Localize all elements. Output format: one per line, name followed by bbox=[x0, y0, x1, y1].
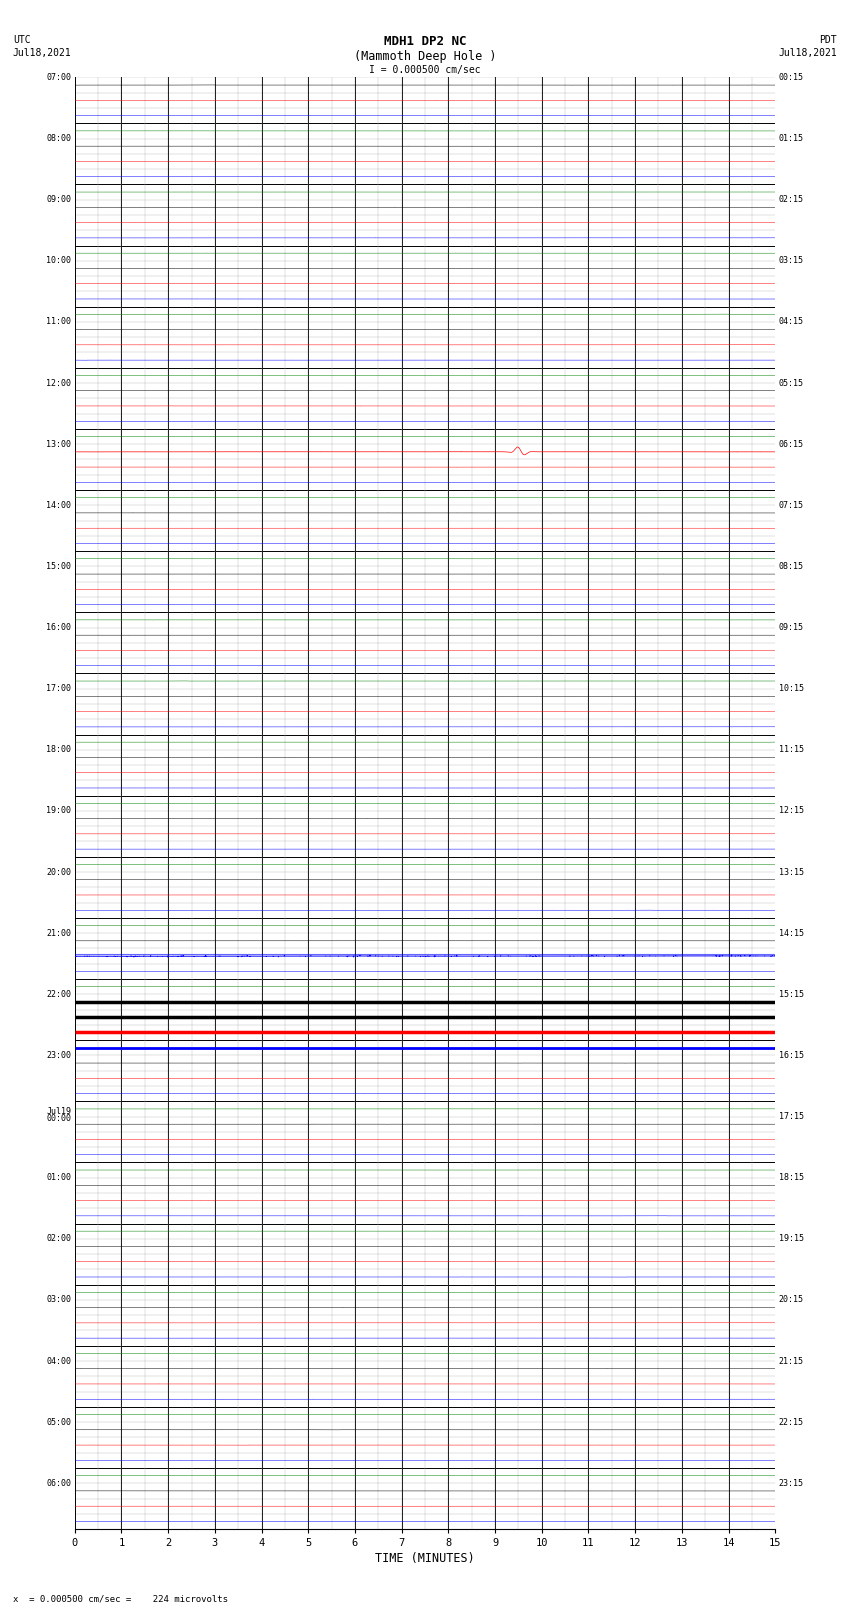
Text: x  = 0.000500 cm/sec =    224 microvolts: x = 0.000500 cm/sec = 224 microvolts bbox=[13, 1594, 228, 1603]
Text: 18:15: 18:15 bbox=[779, 1173, 804, 1182]
Text: 09:15: 09:15 bbox=[779, 623, 804, 632]
Text: 05:15: 05:15 bbox=[779, 379, 804, 387]
Text: 08:00: 08:00 bbox=[46, 134, 71, 144]
Text: Jul18,2021: Jul18,2021 bbox=[13, 48, 71, 58]
Text: 05:00: 05:00 bbox=[46, 1418, 71, 1426]
Text: 18:00: 18:00 bbox=[46, 745, 71, 755]
Text: 15:15: 15:15 bbox=[779, 990, 804, 998]
Text: 03:00: 03:00 bbox=[46, 1295, 71, 1305]
Text: 12:00: 12:00 bbox=[46, 379, 71, 387]
Text: 00:15: 00:15 bbox=[779, 73, 804, 82]
Text: 04:15: 04:15 bbox=[779, 318, 804, 326]
Text: 19:15: 19:15 bbox=[779, 1234, 804, 1244]
Text: 02:15: 02:15 bbox=[779, 195, 804, 205]
Text: 06:15: 06:15 bbox=[779, 440, 804, 448]
Text: 07:00: 07:00 bbox=[46, 73, 71, 82]
Text: 04:00: 04:00 bbox=[46, 1357, 71, 1366]
Text: Jul19: Jul19 bbox=[46, 1108, 71, 1116]
Text: 20:00: 20:00 bbox=[46, 868, 71, 876]
Text: 11:15: 11:15 bbox=[779, 745, 804, 755]
Text: 21:00: 21:00 bbox=[46, 929, 71, 937]
Text: 06:00: 06:00 bbox=[46, 1479, 71, 1487]
Text: 12:15: 12:15 bbox=[779, 806, 804, 816]
Text: 13:15: 13:15 bbox=[779, 868, 804, 876]
Text: 17:00: 17:00 bbox=[46, 684, 71, 694]
Text: MDH1 DP2 NC: MDH1 DP2 NC bbox=[383, 35, 467, 48]
Text: PDT: PDT bbox=[819, 35, 837, 45]
Text: 20:15: 20:15 bbox=[779, 1295, 804, 1305]
Text: 23:00: 23:00 bbox=[46, 1052, 71, 1060]
Text: 13:00: 13:00 bbox=[46, 440, 71, 448]
Text: 10:15: 10:15 bbox=[779, 684, 804, 694]
Text: 01:00: 01:00 bbox=[46, 1173, 71, 1182]
Text: 11:00: 11:00 bbox=[46, 318, 71, 326]
Text: 03:15: 03:15 bbox=[779, 256, 804, 265]
Text: 22:00: 22:00 bbox=[46, 990, 71, 998]
Text: (Mammoth Deep Hole ): (Mammoth Deep Hole ) bbox=[354, 50, 496, 63]
Text: 02:00: 02:00 bbox=[46, 1234, 71, 1244]
Text: 14:00: 14:00 bbox=[46, 500, 71, 510]
Text: Jul18,2021: Jul18,2021 bbox=[779, 48, 837, 58]
Text: 16:00: 16:00 bbox=[46, 623, 71, 632]
Text: 00:00: 00:00 bbox=[46, 1115, 71, 1123]
Text: 19:00: 19:00 bbox=[46, 806, 71, 816]
Text: 22:15: 22:15 bbox=[779, 1418, 804, 1426]
Text: 08:15: 08:15 bbox=[779, 561, 804, 571]
X-axis label: TIME (MINUTES): TIME (MINUTES) bbox=[375, 1552, 475, 1565]
Text: 01:15: 01:15 bbox=[779, 134, 804, 144]
Text: 16:15: 16:15 bbox=[779, 1052, 804, 1060]
Text: 07:15: 07:15 bbox=[779, 500, 804, 510]
Text: 15:00: 15:00 bbox=[46, 561, 71, 571]
Text: 14:15: 14:15 bbox=[779, 929, 804, 937]
Text: 10:00: 10:00 bbox=[46, 256, 71, 265]
Text: 17:15: 17:15 bbox=[779, 1111, 804, 1121]
Text: 09:00: 09:00 bbox=[46, 195, 71, 205]
Text: 21:15: 21:15 bbox=[779, 1357, 804, 1366]
Text: 23:15: 23:15 bbox=[779, 1479, 804, 1487]
Text: UTC: UTC bbox=[13, 35, 31, 45]
Text: I = 0.000500 cm/sec: I = 0.000500 cm/sec bbox=[369, 65, 481, 74]
